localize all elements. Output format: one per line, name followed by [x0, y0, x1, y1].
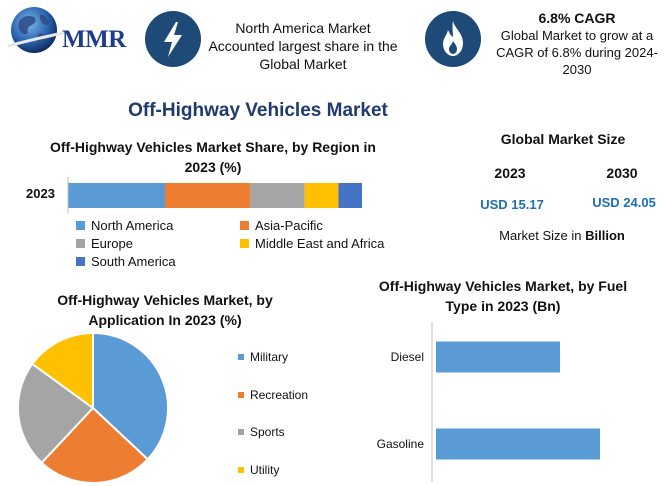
- legend-swatch-europe: [76, 239, 85, 248]
- pie-legend-item: Utility: [238, 463, 279, 477]
- bar-diesel: [436, 341, 560, 373]
- pie-legend: Military Recreation Sports Utility: [238, 350, 358, 480]
- bar-segment-europe: [250, 183, 305, 208]
- market-year-2023: 2023: [494, 165, 526, 181]
- pie-legend-swatch: [238, 429, 244, 435]
- pie-legend-item: Sports: [238, 425, 285, 439]
- legend-swatch-north-america: [76, 221, 85, 230]
- pie-slice-military: [92, 331, 169, 461]
- pie-legend-swatch: [238, 391, 244, 398]
- pie-legend-swatch: [238, 466, 244, 473]
- legend-label: Asia-Pacific: [255, 218, 323, 233]
- region-stacked-bar-chart: [67, 177, 362, 213]
- pie-legend-label: Sports: [250, 425, 285, 439]
- legend-swatch-south-america: [76, 257, 85, 266]
- fuel-chart-title: Off-Highway Vehicles Market, by Fuel Typ…: [378, 278, 628, 314]
- market-year-2030: 2030: [606, 165, 638, 181]
- bar-segment-north-america: [68, 183, 166, 208]
- legend-swatch-asia-pacific: [240, 221, 249, 230]
- legend-item: South America: [76, 254, 246, 269]
- pie-legend-item: Recreation: [238, 388, 308, 402]
- logo-text: MMR: [62, 26, 126, 53]
- application-chart-title: Off-Highway Vehicles Market, by Applicat…: [57, 292, 273, 328]
- legend-label: North America: [91, 218, 174, 233]
- legend-item: Asia-Pacific: [240, 218, 410, 233]
- region-highlight-text: North America Market Accounted largest s…: [208, 20, 398, 72]
- bar-segment-middle-east-and-africa: [304, 183, 339, 208]
- pie-legend-label: Utility: [250, 462, 280, 477]
- market-value-2030: USD 24.05: [592, 195, 656, 210]
- pie-legend-swatch: [238, 354, 244, 360]
- fuel-bar-chart: Diesel Gasoline: [377, 322, 600, 482]
- pie-legend-label: Recreation: [250, 387, 309, 402]
- legend-item: North America: [76, 218, 246, 233]
- lightning-icon: [145, 11, 201, 67]
- legend-swatch-middle-east-africa: [240, 239, 249, 248]
- legend-label: South America: [91, 254, 176, 269]
- bar-segment-south-america: [338, 183, 362, 208]
- bar-gasoline: [436, 428, 600, 460]
- market-size-heading: Global Market Size: [500, 131, 626, 147]
- legend-label: Middle East and Africa: [255, 236, 385, 251]
- legend-item: Europe: [76, 236, 246, 251]
- cagr-text: Global Market to grow at a CAGR of 6.8% …: [496, 28, 658, 77]
- fuel-category-label: Gasoline: [377, 437, 425, 451]
- mmr-logo: [4, 4, 134, 56]
- market-unit-prefix: Market Size in: [499, 228, 582, 243]
- globe-icon: [7, 7, 69, 53]
- pie-slice-sports: [17, 362, 95, 465]
- pie-slice-utility: [30, 331, 94, 410]
- flame-icon: [425, 11, 481, 67]
- legend-label: Europe: [91, 236, 133, 251]
- pie-slice-recreation: [40, 406, 150, 484]
- bar-segment-asia-pacific: [165, 183, 251, 208]
- application-pie-chart: [17, 331, 169, 484]
- market-value-2023: USD 15.17: [480, 197, 544, 212]
- market-size-unit: Market Size in Billion: [474, 228, 650, 243]
- region-category-label: 2023: [26, 186, 55, 201]
- page-title: Off-Highway Vehicles Market: [128, 100, 388, 121]
- cagr-title: 6.8% CAGR: [538, 10, 616, 26]
- legend-item: Middle East and Africa: [240, 236, 440, 251]
- market-unit-word: Billion: [585, 228, 625, 243]
- pie-legend-label: Military: [250, 350, 288, 364]
- pie-legend-item: Military: [238, 350, 288, 364]
- region-chart-title: Off-Highway Vehicles Market Share, by Re…: [50, 139, 376, 175]
- fuel-category-label: Diesel: [391, 350, 424, 364]
